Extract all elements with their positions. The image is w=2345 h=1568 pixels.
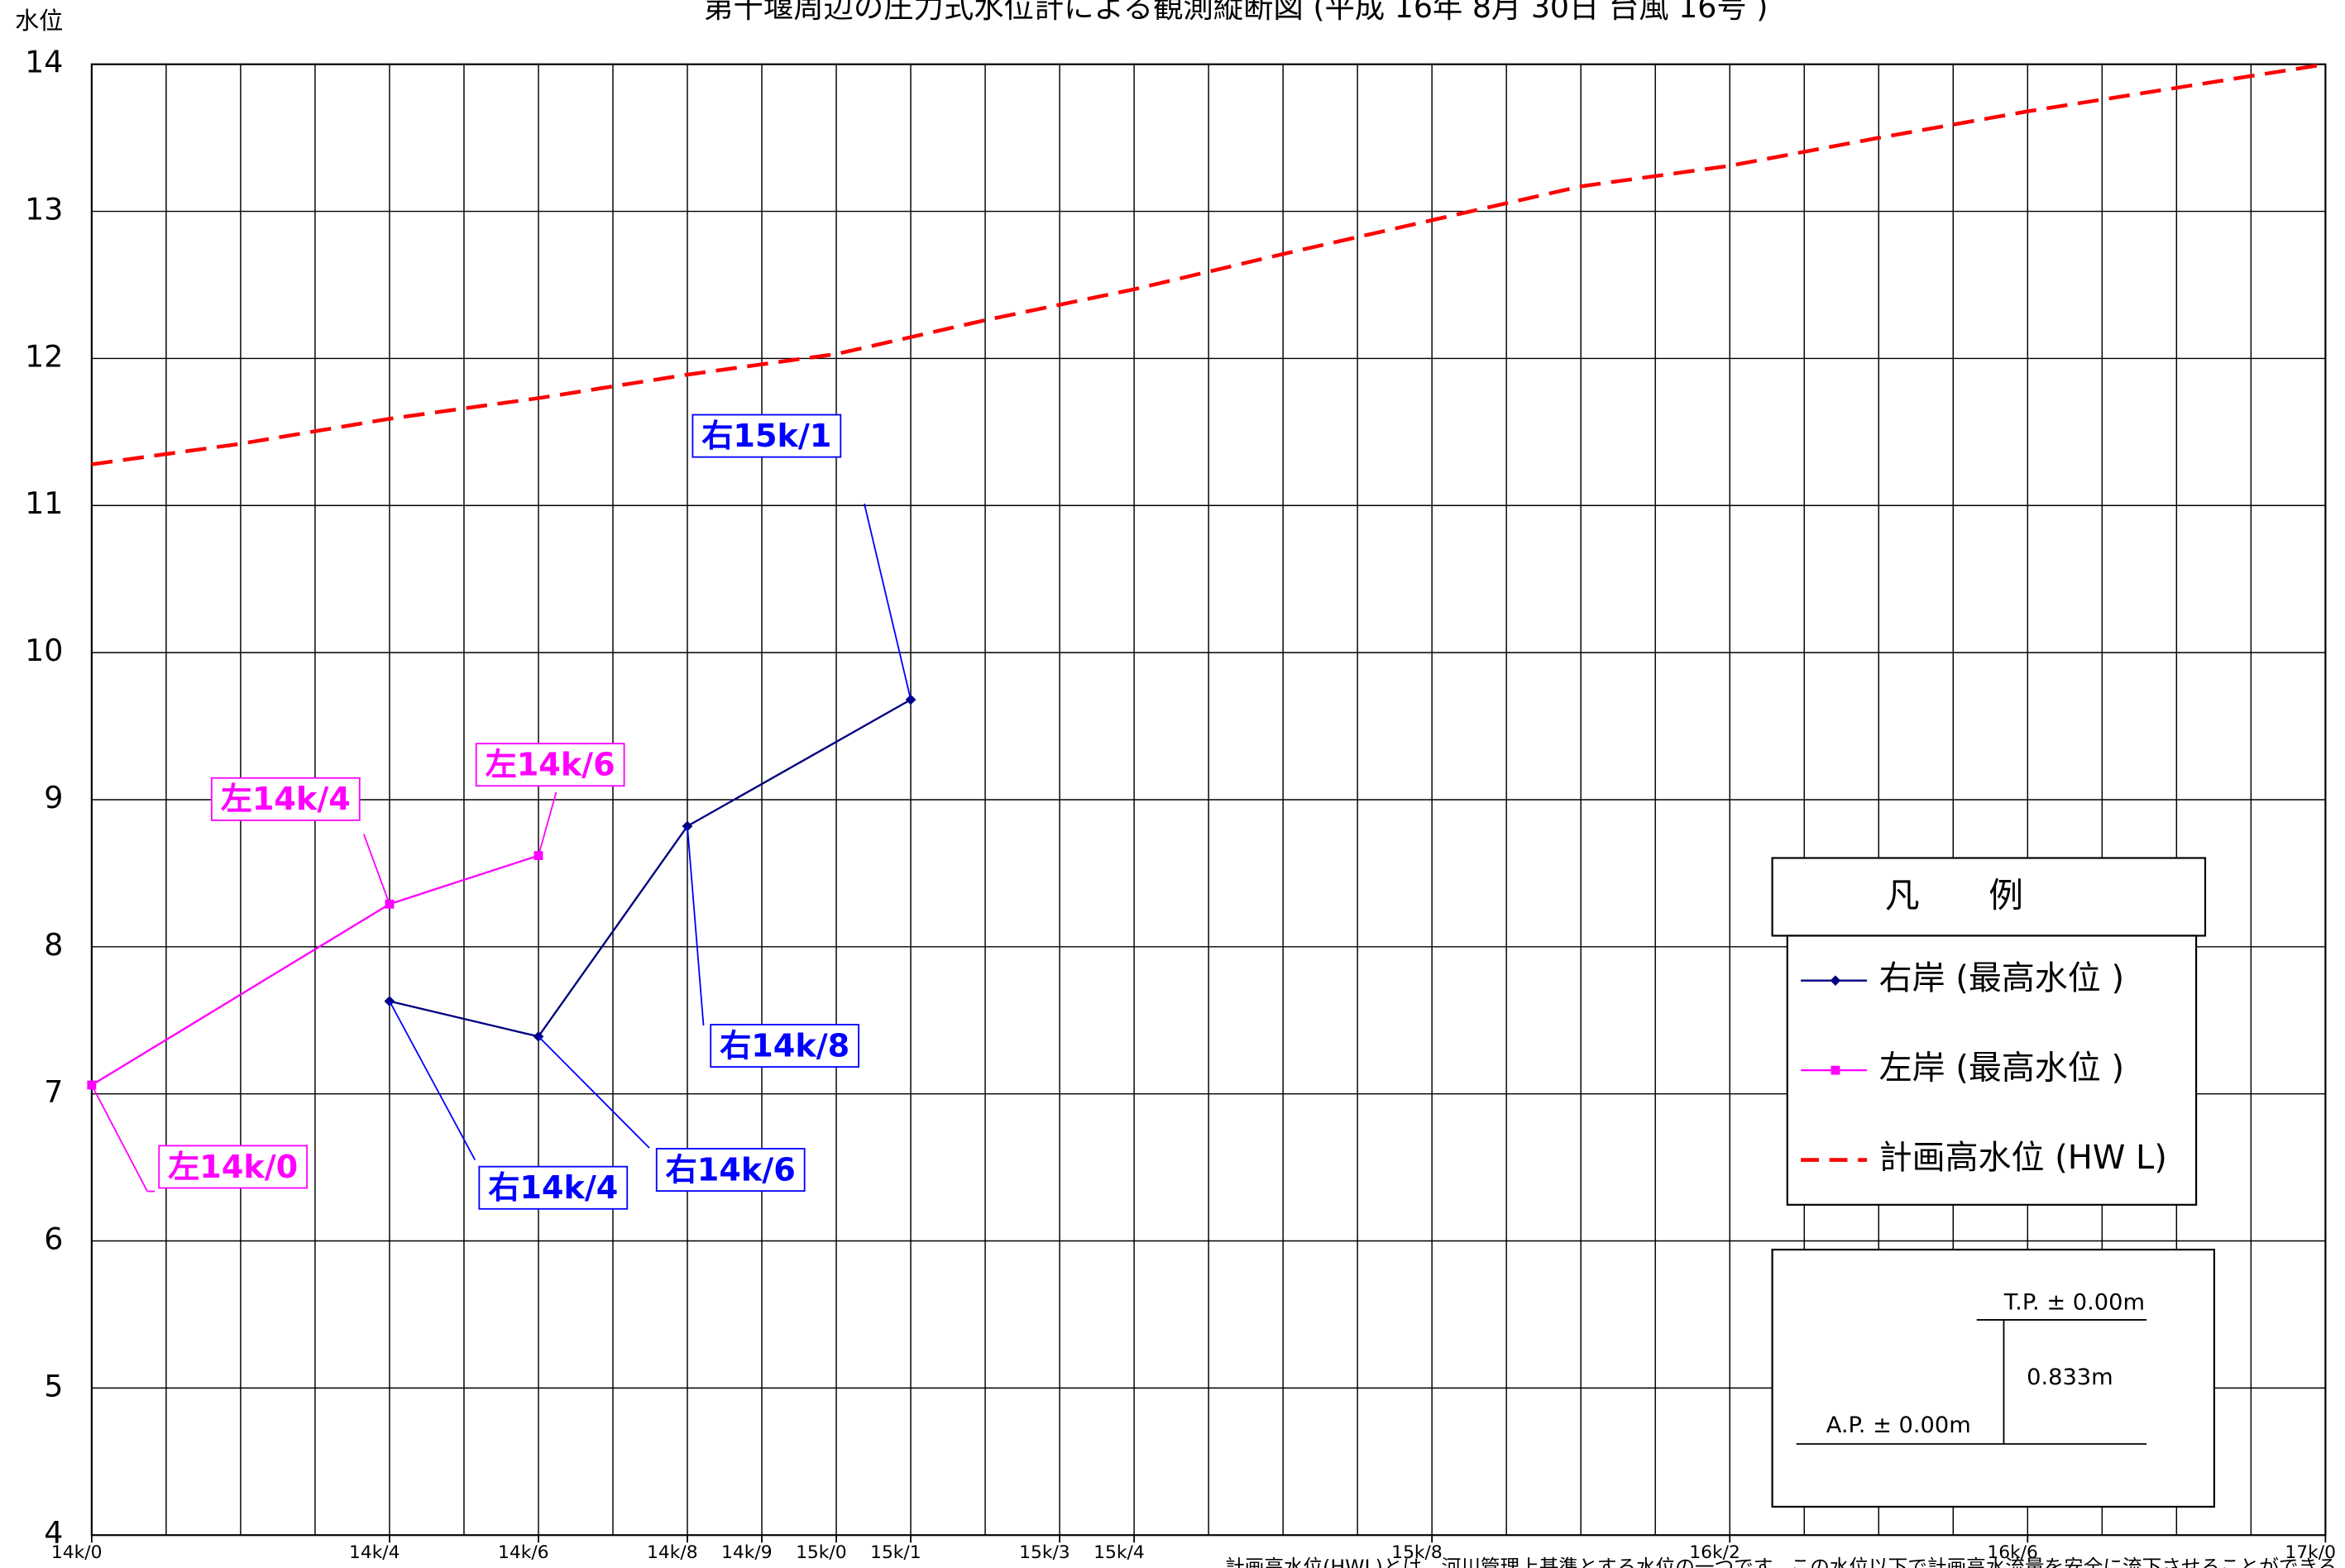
x-tick-label: 14k/6 <box>498 1542 549 1563</box>
annotation-label: 左14k/6 <box>486 747 615 783</box>
x-tick-label: 14k/8 <box>647 1542 698 1563</box>
x-tick-label: 16k/2 <box>1689 1542 1740 1563</box>
y-tick-label: 5 <box>44 1368 63 1403</box>
leader-line <box>362 834 390 905</box>
legend-marker <box>1830 975 1841 987</box>
x-tick-label: 14k/9 <box>721 1542 773 1563</box>
x-tick-label: 14k/0 <box>51 1542 103 1563</box>
x-tick-label: 14k/4 <box>349 1542 400 1563</box>
y-tick-label: 4 <box>44 1515 63 1551</box>
annotation-box <box>692 414 842 458</box>
annotation-box <box>210 777 361 821</box>
y-tick-label: 9 <box>44 780 63 815</box>
annotation-label: 右14k/4 <box>488 1169 618 1206</box>
plot-frame <box>90 63 2327 1537</box>
legend-marker <box>1831 1065 1840 1075</box>
legend-title: 凡 例 <box>1885 875 2023 915</box>
chart-title: 第十堰周辺の圧力式水位計による観測縦断図 (平成 16年 8月 30日 台風 1… <box>703 0 1768 25</box>
datum-box <box>1771 1248 2215 1508</box>
legend-label: 右岸 (最高水位 ) <box>1879 959 2124 997</box>
annotation-box <box>158 1145 309 1189</box>
x-tick-label: 15k/1 <box>870 1542 921 1563</box>
x-tick-label: 15k/0 <box>796 1542 847 1563</box>
leader-line <box>538 1035 650 1149</box>
series-line <box>389 699 912 1038</box>
annotation-label: 右14k/8 <box>720 1028 849 1064</box>
y-tick-label: 12 <box>25 338 63 374</box>
annotation-box <box>655 1148 806 1192</box>
y-tick-label: 14 <box>25 45 63 80</box>
annotation-label: 左14k/0 <box>168 1149 298 1185</box>
datum-label: T.P. ± 0.00m <box>2003 1290 2145 1316</box>
data-point <box>384 996 395 1006</box>
x-tick-label: 16k/6 <box>1987 1542 2038 1563</box>
annotation-box <box>475 743 625 787</box>
data-point <box>534 851 543 860</box>
datum-label: 0.833m <box>2027 1365 2113 1390</box>
x-tick-label: 17k/0 <box>2285 1542 2336 1563</box>
y-tick-label: 6 <box>44 1221 63 1257</box>
y-tick-label: 10 <box>25 633 63 668</box>
legend-label: 計画高水位 (HW L) <box>1879 1139 2167 1177</box>
y-axis-label: 水位 <box>15 7 63 35</box>
leader-line <box>864 503 912 700</box>
datum-label: A.P. ± 0.00m <box>1826 1413 1971 1438</box>
footnote: 計画高水位(HWL)とは、河川管理上基準とする水位の一つです。この水位以下で計画… <box>1225 1556 2345 1568</box>
annotation-label: 右14k/6 <box>666 1152 796 1188</box>
y-tick-label: 11 <box>25 485 63 521</box>
leader-line <box>687 825 705 1025</box>
leader-line <box>538 791 558 856</box>
annotation-box <box>478 1165 629 1210</box>
x-tick-label: 15k/8 <box>1391 1542 1443 1563</box>
legend-title-box <box>1771 857 2207 937</box>
x-tick-label: 15k/4 <box>1094 1542 1145 1563</box>
y-tick-label: 8 <box>44 927 63 963</box>
legend-label: 左岸 (最高水位 ) <box>1879 1049 2124 1088</box>
x-tick-label: 15k/3 <box>1019 1542 1070 1563</box>
leader-line <box>91 1084 148 1192</box>
y-tick-label: 13 <box>25 192 63 227</box>
annotation-label: 右15k/1 <box>701 418 831 454</box>
leader-line <box>389 1001 476 1160</box>
annotation-box <box>710 1024 859 1068</box>
y-tick-label: 7 <box>44 1074 63 1110</box>
annotation-label: 左14k/4 <box>221 781 351 817</box>
